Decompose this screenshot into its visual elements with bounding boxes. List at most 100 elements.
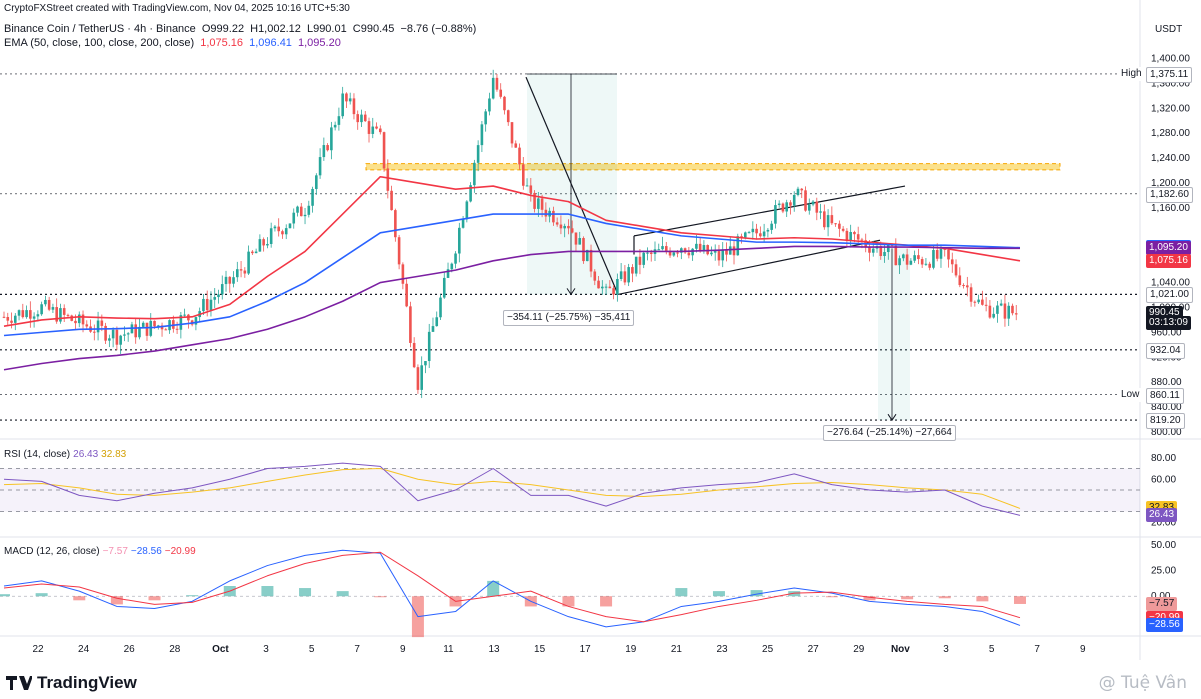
macd-histogram-bar xyxy=(976,596,989,602)
candle-body xyxy=(533,192,536,209)
ohlc-low: L990.01 xyxy=(306,23,347,35)
candle-body xyxy=(145,322,149,336)
candle-body xyxy=(762,231,766,237)
candle-body xyxy=(1007,305,1011,319)
candle-body xyxy=(66,314,70,316)
candle-body xyxy=(51,307,55,310)
macd-histogram-bar xyxy=(487,580,500,597)
price-tick-label: 1,040.00 xyxy=(1151,278,1190,289)
time-axis-label: 5 xyxy=(989,644,995,655)
candle-body xyxy=(21,310,25,318)
price-label: 1,075.16 xyxy=(1146,253,1191,268)
macd-histogram-bar xyxy=(299,588,312,597)
candle-body xyxy=(123,334,126,336)
candle-body xyxy=(232,277,235,284)
wedge-upper xyxy=(633,185,906,237)
time-axis-label: 28 xyxy=(169,644,181,655)
candle-body xyxy=(815,201,819,213)
candle-body xyxy=(386,168,390,191)
macd-signal-value: −20.99 xyxy=(164,546,196,557)
rsi-title: RSI (14, close) xyxy=(4,449,71,460)
candle-body xyxy=(36,314,40,317)
candle-body xyxy=(902,254,905,259)
candle-body xyxy=(59,308,62,322)
macd-histogram-bar xyxy=(712,591,725,597)
price-label: 1,182.60 xyxy=(1146,186,1193,203)
candle-body xyxy=(759,233,762,237)
candle-body xyxy=(1011,305,1014,314)
candle-body xyxy=(593,271,597,281)
candle-body xyxy=(924,263,928,265)
candle-body xyxy=(638,256,642,265)
candle-body xyxy=(424,361,427,366)
candle-body xyxy=(540,198,544,210)
candle-body xyxy=(262,239,265,246)
price-tick-label: 840.00 xyxy=(1151,402,1182,413)
macd-histogram-bar xyxy=(336,591,349,597)
candle-body xyxy=(25,310,28,318)
candle-body xyxy=(390,190,393,211)
time-axis-label: 11 xyxy=(443,644,454,655)
rsi-line xyxy=(3,462,1021,516)
time-axis-label: 19 xyxy=(625,644,637,655)
macd-histogram-bar xyxy=(148,596,161,601)
macd-signal-line xyxy=(3,551,1021,623)
candle-body xyxy=(205,298,209,311)
macd-histogram-bar xyxy=(562,596,575,607)
candle-body xyxy=(156,325,160,327)
candle-body xyxy=(909,260,913,265)
time-axis-label: 27 xyxy=(808,644,820,655)
macd-histogram-bar xyxy=(675,588,688,597)
candle-body xyxy=(619,271,623,279)
candle-body xyxy=(781,203,785,212)
candle-body xyxy=(567,225,570,229)
macd-tick-label: 0.00 xyxy=(1151,591,1171,602)
candle-body xyxy=(6,317,10,321)
candle-body xyxy=(634,256,638,274)
candle-body xyxy=(183,314,186,316)
candle-body xyxy=(698,243,702,252)
price-tick-label: 1,360.00 xyxy=(1151,78,1190,89)
time-axis-label: 17 xyxy=(580,644,592,655)
candle-body xyxy=(706,245,709,255)
candle-body xyxy=(296,206,299,213)
candle-body xyxy=(601,286,604,289)
macd-tick-label: 25.00 xyxy=(1151,566,1176,577)
candle-body xyxy=(220,284,224,295)
candle-body xyxy=(811,201,815,205)
candle-body xyxy=(725,250,728,255)
ema200-line xyxy=(3,245,1020,371)
candle-body xyxy=(683,248,687,253)
macd-hist-price-label: −7.57 xyxy=(1146,596,1178,611)
candle-body xyxy=(55,307,58,322)
rsi-tick-label: 20.00 xyxy=(1151,517,1176,528)
time-axis-label: 9 xyxy=(400,644,406,655)
price-tick-label: 1,200.00 xyxy=(1151,178,1190,189)
candle-body xyxy=(40,304,43,315)
candle-body xyxy=(935,250,939,259)
candle-body xyxy=(44,299,47,305)
ema-line: EMA (50, close, 100, close, 200, close) … xyxy=(4,37,344,49)
candle-body xyxy=(345,93,348,102)
candle-body xyxy=(988,305,992,318)
candle-body xyxy=(202,298,205,312)
candle-body xyxy=(375,126,378,129)
candle-body xyxy=(860,239,864,241)
candle-body xyxy=(108,338,111,341)
price-tick-label: 880.00 xyxy=(1151,377,1182,388)
candle-body xyxy=(213,297,217,300)
time-axis-label: 3 xyxy=(263,644,269,655)
candle-body xyxy=(973,301,977,303)
price-tick-label: 1,240.00 xyxy=(1151,153,1190,164)
macd-histogram-bar xyxy=(1014,596,1026,604)
candle-body xyxy=(883,252,886,257)
candle-body xyxy=(999,303,1003,306)
candle-body xyxy=(491,77,495,99)
candle-body xyxy=(77,314,81,324)
candle-body xyxy=(371,126,375,134)
price-label-tag: Low xyxy=(1118,387,1143,402)
brand-name: TradingView xyxy=(37,673,137,692)
time-axis-label: 25 xyxy=(762,644,774,655)
macd-histogram-bar xyxy=(73,596,86,601)
